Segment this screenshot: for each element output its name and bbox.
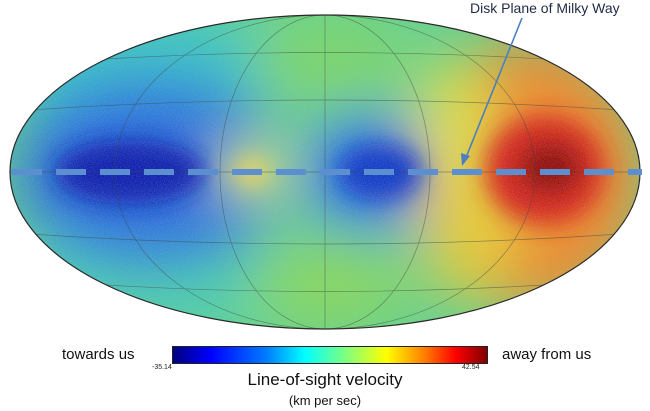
colorbar-max-value: 42.54 — [462, 364, 480, 371]
disk-plane-annotation: Disk Plane of Milky Way — [470, 0, 620, 16]
velocity-field — [10, 15, 640, 329]
colorbar-right-label: away from us — [502, 346, 592, 363]
colorbar-left-label: towards us — [62, 346, 135, 363]
colorbar — [172, 346, 488, 364]
annotation-arrowhead — [461, 153, 470, 166]
colorbar-units: (km per sec) — [288, 393, 362, 408]
colorbar-min-value: -35.14 — [152, 364, 172, 371]
annotation-arrow — [464, 17, 523, 161]
colorbar-title: Line-of-sight velocity — [247, 370, 403, 389]
